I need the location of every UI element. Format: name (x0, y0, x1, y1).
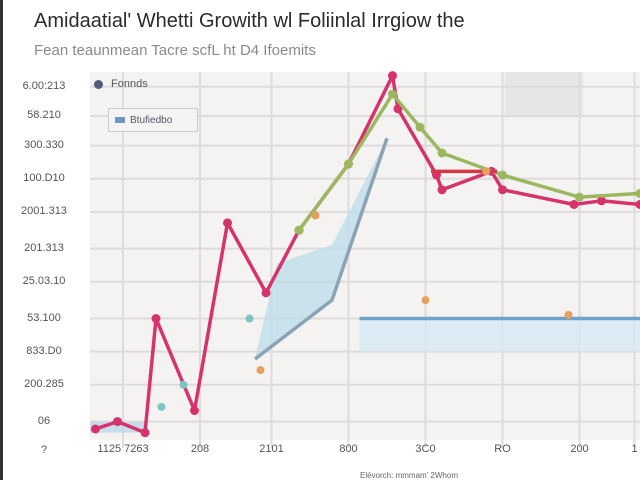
data-point-orange (256, 366, 265, 375)
data-point-pink (261, 288, 271, 298)
data-point-teal (157, 402, 166, 411)
y-tick-label: ? (40, 444, 48, 457)
legend-marker-icon (94, 79, 103, 89)
y-tick-label: 58.210 (27, 109, 61, 122)
window-edge (0, 0, 3, 480)
data-point-green (575, 192, 584, 202)
legend-label: Btufiedbo (130, 114, 173, 126)
data-point-pink (437, 185, 447, 195)
y-tick-label: 300.330 (24, 138, 64, 151)
data-point-green (635, 188, 640, 198)
data-point-green (344, 159, 353, 169)
data-point-green (388, 89, 397, 99)
data-point-pink (597, 196, 606, 206)
data-point-green (498, 170, 507, 180)
data-point-teal (179, 380, 188, 389)
x-tick-label: 208 (190, 443, 210, 455)
data-point-pink (91, 424, 100, 434)
legend-label: Fonnds (111, 78, 148, 90)
chart-footer: Elévorch: mmmam' 2Whom (360, 471, 458, 480)
data-point-pink (190, 406, 199, 416)
y-tick-label: 833.D0 (26, 344, 62, 357)
data-point-pink (223, 218, 232, 228)
blue-area (255, 138, 387, 360)
low-area (359, 318, 640, 352)
x-tick-label: RO (494, 443, 511, 455)
data-point-pink (635, 199, 640, 209)
data-point-green (294, 225, 304, 235)
data-point-green (437, 148, 447, 158)
data-point-pink (388, 71, 397, 81)
data-point-orange (311, 211, 320, 220)
data-point-pink (569, 199, 579, 209)
legend-item-1: Fonnds (94, 78, 148, 90)
data-point-pink (151, 314, 161, 324)
x-tick-label: 2101 (259, 443, 284, 455)
legend-swatch-icon (115, 117, 125, 123)
y-tick-label: 201.313 (24, 241, 64, 254)
data-point-green (415, 122, 425, 132)
y-tick-label: 2001.313 (21, 204, 67, 217)
series-line-green (297, 92, 640, 232)
data-point-orange (482, 167, 490, 176)
x-tick-label: 3C0 (415, 443, 436, 455)
x-tick-label: 1 (631, 443, 638, 455)
y-tick-label: 6.00:213 (22, 79, 66, 92)
y-tick-label: 25.03.10 (22, 274, 66, 287)
data-point-pink (498, 185, 507, 195)
x-tick-label: 800 (339, 443, 358, 455)
data-point-teal (245, 314, 254, 323)
y-tick-label: 53.100 (27, 311, 61, 324)
series-line-pink (94, 73, 640, 435)
x-tick-label: 1125 7263 (97, 443, 149, 455)
y-tick-label: 100.D10 (23, 171, 65, 184)
data-point-pink (393, 104, 403, 114)
y-tick-label: 06 (37, 414, 51, 427)
chart-subtitle: Fean teaunmean Tacre scfL ht D4 Ifoemits (34, 42, 316, 59)
data-point-orange (421, 296, 430, 305)
chart-title: Amidaatial' Whetti Growith wl Foliinlal … (34, 10, 465, 32)
legend-item-2: Btufiedbo (108, 108, 198, 132)
x-tick-label: 200 (570, 443, 589, 455)
plot-shaded-band (505, 72, 583, 116)
y-tick-label: 200.285 (24, 377, 64, 390)
series-line-blue-gray (253, 137, 389, 361)
data-point-pink (140, 428, 150, 438)
data-point-orange (564, 310, 573, 319)
data-point-pink (113, 417, 122, 427)
